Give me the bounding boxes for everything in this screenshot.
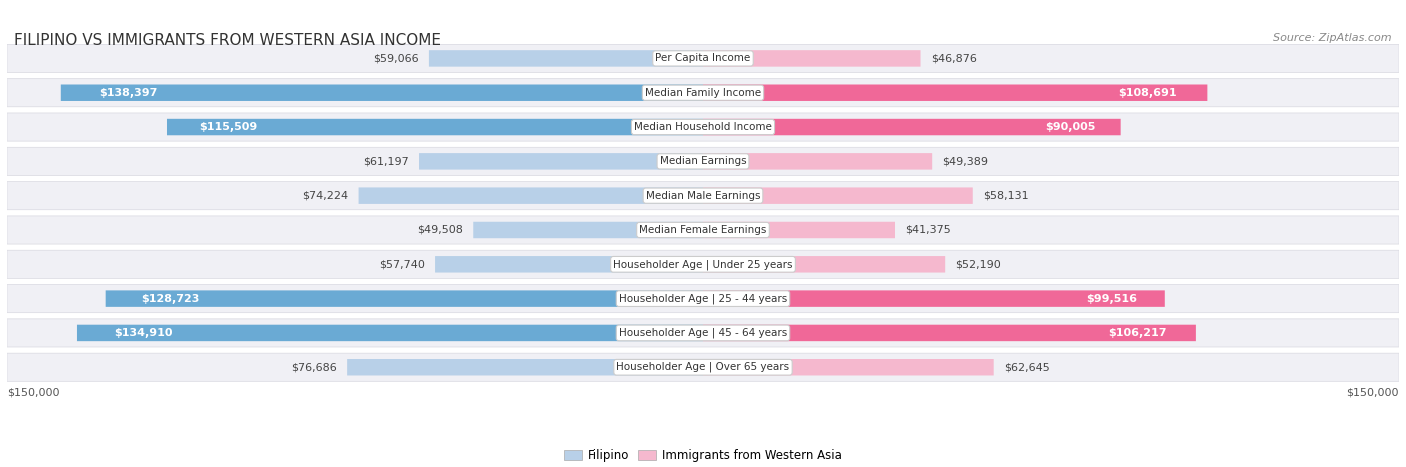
Text: $61,197: $61,197 [363,156,409,166]
Text: $49,389: $49,389 [942,156,988,166]
FancyBboxPatch shape [703,50,921,67]
Text: $52,190: $52,190 [956,259,1001,269]
Text: $106,217: $106,217 [1108,328,1167,338]
Text: Source: ZipAtlas.com: Source: ZipAtlas.com [1274,33,1392,42]
Text: $128,723: $128,723 [142,294,200,304]
FancyBboxPatch shape [7,147,1399,176]
Text: Median Earnings: Median Earnings [659,156,747,166]
FancyBboxPatch shape [474,222,703,238]
FancyBboxPatch shape [347,359,703,375]
FancyBboxPatch shape [419,153,703,170]
Text: $74,224: $74,224 [302,191,349,201]
FancyBboxPatch shape [703,256,945,273]
Text: Median Female Earnings: Median Female Earnings [640,225,766,235]
FancyBboxPatch shape [7,319,1399,347]
FancyBboxPatch shape [7,44,1399,72]
FancyBboxPatch shape [77,325,703,341]
FancyBboxPatch shape [703,153,932,170]
Text: Median Male Earnings: Median Male Earnings [645,191,761,201]
Text: $99,516: $99,516 [1085,294,1137,304]
Text: $115,509: $115,509 [200,122,257,132]
Text: $138,397: $138,397 [100,88,157,98]
Text: $134,910: $134,910 [114,328,173,338]
FancyBboxPatch shape [60,85,703,101]
FancyBboxPatch shape [7,216,1399,244]
FancyBboxPatch shape [167,119,703,135]
Text: FILIPINO VS IMMIGRANTS FROM WESTERN ASIA INCOME: FILIPINO VS IMMIGRANTS FROM WESTERN ASIA… [14,33,441,48]
FancyBboxPatch shape [703,187,973,204]
Text: Median Household Income: Median Household Income [634,122,772,132]
Text: Householder Age | Under 25 years: Householder Age | Under 25 years [613,259,793,269]
FancyBboxPatch shape [105,290,703,307]
Text: $58,131: $58,131 [983,191,1029,201]
FancyBboxPatch shape [703,325,1197,341]
Text: Householder Age | 45 - 64 years: Householder Age | 45 - 64 years [619,328,787,338]
FancyBboxPatch shape [703,222,896,238]
Text: $46,876: $46,876 [931,53,977,64]
FancyBboxPatch shape [7,284,1399,313]
Text: $76,686: $76,686 [291,362,336,372]
Text: $108,691: $108,691 [1119,88,1177,98]
FancyBboxPatch shape [703,290,1164,307]
FancyBboxPatch shape [703,119,1121,135]
Text: $41,375: $41,375 [905,225,952,235]
Legend: Filipino, Immigrants from Western Asia: Filipino, Immigrants from Western Asia [560,444,846,467]
Text: Householder Age | 25 - 44 years: Householder Age | 25 - 44 years [619,293,787,304]
FancyBboxPatch shape [703,359,994,375]
Text: $150,000: $150,000 [1347,388,1399,398]
Text: $59,066: $59,066 [373,53,419,64]
Text: $62,645: $62,645 [1004,362,1050,372]
FancyBboxPatch shape [359,187,703,204]
FancyBboxPatch shape [7,78,1399,107]
Text: $57,740: $57,740 [378,259,425,269]
FancyBboxPatch shape [7,353,1399,382]
FancyBboxPatch shape [703,85,1208,101]
Text: $90,005: $90,005 [1045,122,1095,132]
FancyBboxPatch shape [7,250,1399,278]
FancyBboxPatch shape [7,182,1399,210]
Text: Per Capita Income: Per Capita Income [655,53,751,64]
Text: $150,000: $150,000 [7,388,59,398]
FancyBboxPatch shape [7,113,1399,141]
Text: $49,508: $49,508 [418,225,463,235]
FancyBboxPatch shape [434,256,703,273]
Text: Median Family Income: Median Family Income [645,88,761,98]
Text: Householder Age | Over 65 years: Householder Age | Over 65 years [616,362,790,373]
FancyBboxPatch shape [429,50,703,67]
